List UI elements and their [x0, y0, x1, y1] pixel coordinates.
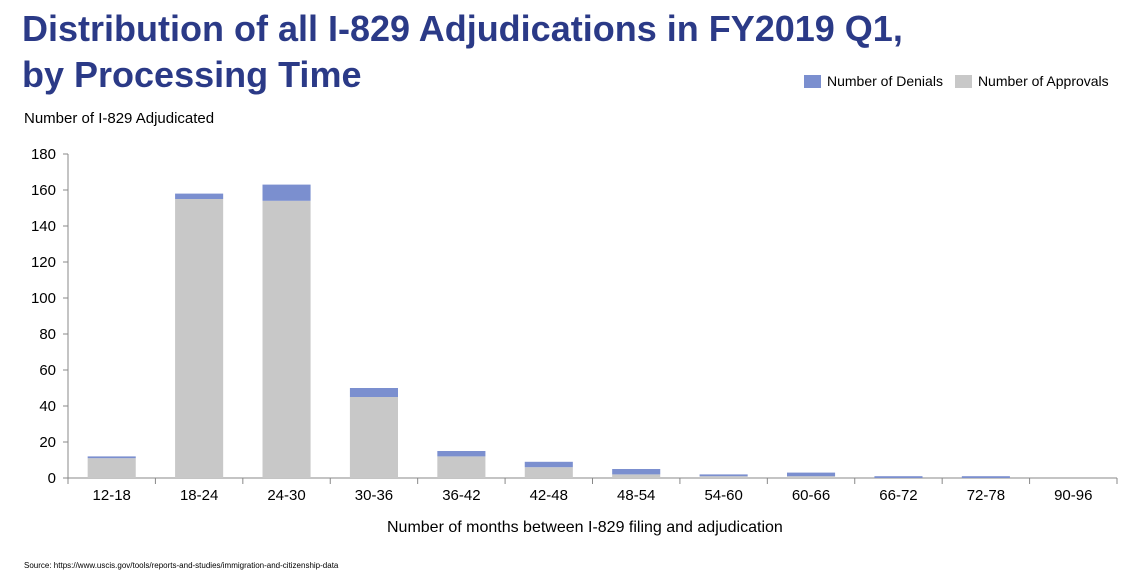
legend-label-approvals: Number of Approvals [977, 73, 1109, 89]
legend-item-denials: Number of Denials [804, 73, 943, 89]
bar-number-of-approvals-18-24 [175, 199, 224, 478]
bar-number-of-denials-18-24 [175, 193, 224, 199]
y-tick-label: 0 [48, 470, 56, 487]
x-tick-label: 42-48 [530, 487, 568, 504]
bar-number-of-denials-54-60 [699, 474, 748, 477]
bar-number-of-denials-36-42 [437, 451, 486, 457]
bar-number-of-approvals-24-30 [262, 200, 311, 479]
x-tick-label: 60-66 [792, 487, 830, 504]
bar-number-of-denials-66-72 [874, 476, 923, 478]
chart-title-line-2: by Processing Time [22, 54, 362, 95]
bar-number-of-approvals-48-54 [612, 474, 661, 478]
x-tick-label: 12-18 [93, 487, 131, 504]
x-tick-label: 36-42 [442, 487, 480, 504]
legend: Number of Denials Number of Approvals [804, 73, 1121, 89]
bar-number-of-approvals-30-36 [349, 397, 398, 478]
x-tick-label: 18-24 [180, 487, 218, 504]
legend-swatch-denials [804, 74, 821, 88]
x-tick-label: 72-78 [967, 487, 1005, 504]
bar-number-of-denials-30-36 [349, 388, 398, 397]
chart-title-line-1: Distribution of all I-829 Adjudications … [22, 8, 903, 49]
y-tick-label: 60 [39, 362, 56, 379]
y-tick-label: 40 [39, 398, 56, 415]
y-tick-label: 160 [31, 182, 56, 199]
bar-number-of-denials-24-30 [262, 184, 311, 201]
bar-number-of-denials-12-18 [87, 456, 136, 459]
x-tick-label: 48-54 [617, 487, 655, 504]
bar-number-of-approvals-54-60 [699, 476, 748, 478]
x-tick-label: 66-72 [879, 487, 917, 504]
y-tick-label: 180 [31, 146, 56, 163]
source-note: Source: https://www.uscis.gov/tools/repo… [24, 561, 339, 570]
x-axis-title: Number of months between I-829 filing an… [387, 519, 783, 536]
bar-number-of-denials-48-54 [612, 469, 661, 475]
bar-number-of-approvals-60-66 [787, 476, 836, 478]
legend-swatch-approvals [954, 74, 972, 88]
legend-label-denials: Number of Denials [827, 73, 943, 89]
x-tick-label: 30-36 [355, 487, 393, 504]
x-tick-label: 90-96 [1054, 487, 1092, 504]
bar-number-of-denials-60-66 [787, 472, 836, 477]
legend-item-approvals: Number of Approvals [954, 73, 1109, 89]
chart-title: Distribution of all I-829 Adjudications … [22, 6, 903, 98]
bar-number-of-denials-42-48 [524, 461, 573, 468]
y-tick-label: 20 [39, 434, 56, 451]
y-tick-label: 100 [31, 290, 56, 307]
y-tick-label: 120 [31, 254, 56, 271]
x-tick-label: 24-30 [267, 487, 305, 504]
bar-number-of-denials-72-78 [961, 476, 1010, 478]
x-tick-label: 54-60 [704, 487, 742, 504]
y-tick-label: 80 [39, 326, 56, 343]
bar-number-of-approvals-42-48 [524, 467, 573, 478]
bar-number-of-approvals-12-18 [87, 458, 136, 478]
bar-number-of-approvals-36-42 [437, 456, 486, 478]
y-axis-title: Number of I-829 Adjudicated [24, 110, 215, 127]
y-tick-label: 140 [31, 218, 56, 235]
